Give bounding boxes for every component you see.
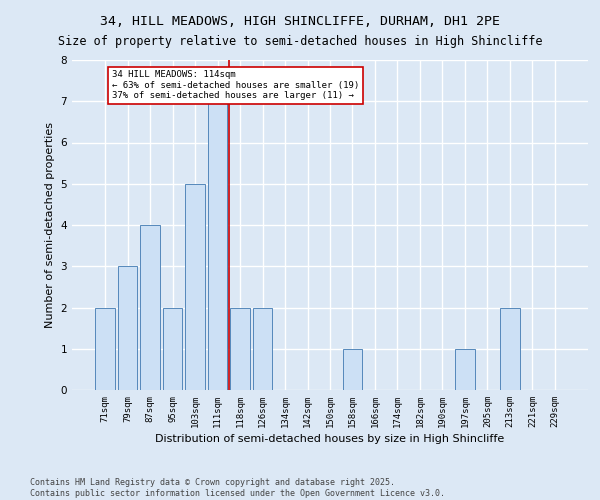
Text: 34, HILL MEADOWS, HIGH SHINCLIFFE, DURHAM, DH1 2PE: 34, HILL MEADOWS, HIGH SHINCLIFFE, DURHA… — [100, 15, 500, 28]
Bar — [500, 308, 520, 390]
Bar — [95, 308, 115, 390]
Text: Contains HM Land Registry data © Crown copyright and database right 2025.
Contai: Contains HM Land Registry data © Crown c… — [30, 478, 445, 498]
Bar — [118, 266, 137, 390]
Text: 34 HILL MEADOWS: 114sqm
← 63% of semi-detached houses are smaller (19)
37% of se: 34 HILL MEADOWS: 114sqm ← 63% of semi-de… — [112, 70, 359, 100]
Text: Size of property relative to semi-detached houses in High Shincliffe: Size of property relative to semi-detach… — [58, 35, 542, 48]
Bar — [140, 225, 160, 390]
Bar — [253, 308, 272, 390]
Bar — [343, 349, 362, 390]
Bar — [455, 349, 475, 390]
Bar — [208, 101, 227, 390]
X-axis label: Distribution of semi-detached houses by size in High Shincliffe: Distribution of semi-detached houses by … — [155, 434, 505, 444]
Bar — [185, 184, 205, 390]
Bar — [230, 308, 250, 390]
Bar — [163, 308, 182, 390]
Y-axis label: Number of semi-detached properties: Number of semi-detached properties — [45, 122, 55, 328]
